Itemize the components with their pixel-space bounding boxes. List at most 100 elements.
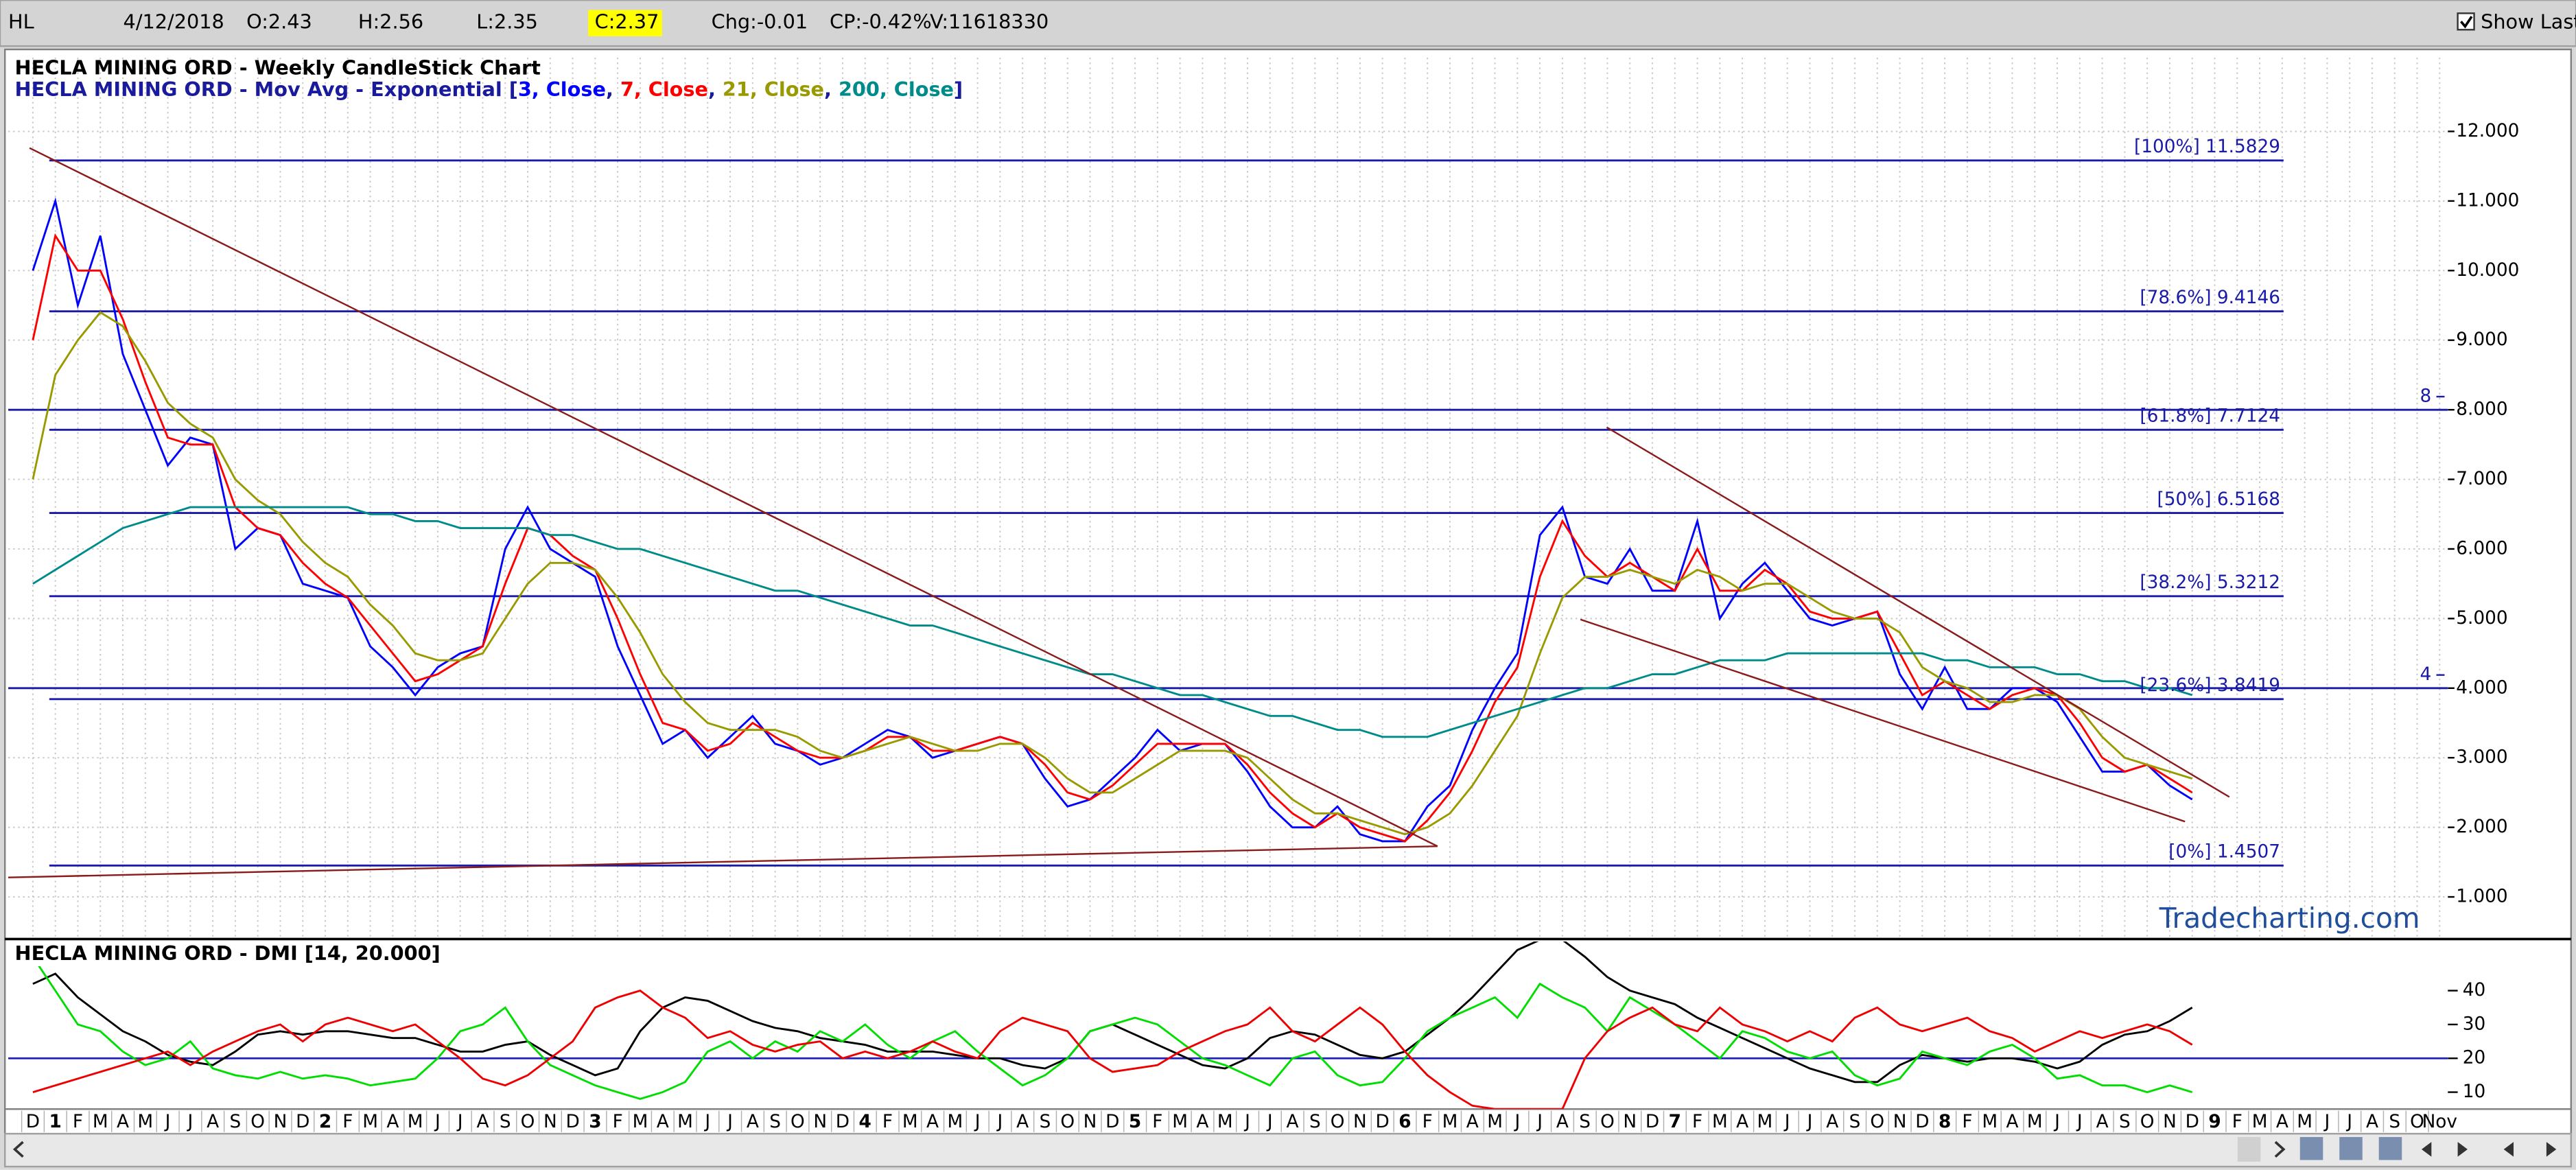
legend-entry: 200, Close (839, 78, 954, 101)
x-tick-label: N (1623, 1112, 1637, 1132)
x-tick-label: S (1849, 1112, 1861, 1132)
y-tick-label: 40 (2463, 980, 2486, 1001)
y-tick-label: 10 (2463, 1081, 2486, 1102)
x-tick-label: J (2323, 1112, 2330, 1132)
x-tick-label: M (2297, 1112, 2312, 1132)
date: 4/12/2018 (124, 10, 224, 34)
reference-label: 8 (2420, 386, 2432, 406)
x-tick-label: 6 (1398, 1112, 1411, 1132)
x-tick-label: A (926, 1112, 939, 1132)
y-tick-label: 6.000 (2456, 538, 2507, 559)
x-tick-label: A (657, 1112, 669, 1132)
tool-button[interactable] (2339, 1136, 2363, 1160)
x-tick-label: F (613, 1112, 623, 1132)
dmi-title: HECLA MINING ORD - DMI [14, 20.000] (15, 941, 441, 965)
x-tick-label: M (1442, 1112, 1458, 1132)
x-tick-label: A (2006, 1112, 2018, 1132)
scrollbar[interactable] (3, 1132, 2573, 1168)
symbol: HL (8, 10, 34, 34)
x-tick-label: D (1105, 1112, 1119, 1132)
x-tick-label: F (342, 1112, 353, 1132)
fib-label: [78.6%] 9.4146 (2140, 288, 2280, 308)
x-tick-label: D (565, 1112, 579, 1132)
scroll-right[interactable] (2274, 1140, 2286, 1158)
y-tick-label: 2.000 (2456, 817, 2507, 837)
x-tick-label: A (1736, 1112, 1748, 1132)
x-tick-label: M (1712, 1112, 1728, 1132)
x-tick-label: 8 (1939, 1112, 1951, 1132)
x-tick-label: M (2252, 1112, 2268, 1132)
y-tick-label: 1.000 (2456, 887, 2507, 907)
tool-button[interactable] (2378, 1136, 2402, 1160)
open: O:2.43 (246, 10, 312, 34)
x-tick-label: M (1172, 1112, 1188, 1132)
chart-subtitle: HECLA MINING ORD - Mov Avg - Exponential… (15, 78, 963, 101)
x-tick-label: A (1826, 1112, 1838, 1132)
scroll-left[interactable] (12, 1140, 24, 1158)
series-line (32, 956, 2193, 1100)
x-tick-label: A (747, 1112, 759, 1132)
x-tick-label: M (1757, 1112, 1773, 1132)
x-tick-label: J (703, 1112, 710, 1132)
series-line (32, 233, 2193, 843)
x-tick-label: S (769, 1112, 781, 1132)
x-tick-label: J (2345, 1112, 2352, 1132)
x-tick-label: M (408, 1112, 423, 1132)
x-tick-label: A (1556, 1112, 1569, 1132)
x-tick-label: J (1243, 1112, 1250, 1132)
legend-entry: 21, Close (723, 78, 824, 101)
legend-entry: 7, Close (620, 78, 708, 101)
tool-button[interactable] (2299, 1136, 2323, 1160)
x-tick-label: M (137, 1112, 153, 1132)
x-tick-label: A (117, 1112, 129, 1132)
fib-label: [100%] 11.5829 (2134, 137, 2280, 157)
scroll-thumb[interactable] (2237, 1136, 2261, 1162)
y-tick-label: 8.000 (2456, 399, 2507, 420)
trendlines (8, 147, 2230, 878)
fib-label: [50%] 6.5168 (2157, 489, 2280, 510)
x-tick-label: F (1692, 1112, 1702, 1132)
reference-label: 4 (2420, 664, 2432, 685)
x-tick-label: M (633, 1112, 648, 1132)
x-tick-label: D (1646, 1112, 1659, 1132)
y-tick-label: 4.000 (2456, 677, 2507, 698)
chart-title: HECLA MINING ORD - Weekly CandleStick Ch… (15, 56, 541, 80)
x-tick-label: A (1016, 1112, 1029, 1132)
x-tick-label: A (207, 1112, 219, 1132)
x-tick-label: A (1196, 1112, 1208, 1132)
x-tick-label: 4 (859, 1112, 871, 1132)
y-tick-label: 3.000 (2456, 747, 2507, 768)
y-tick-label: 20 (2463, 1048, 2486, 1068)
change-percent: CP:-0.42% (830, 10, 932, 34)
x-tick-label: J (1266, 1112, 1273, 1132)
x-tick-label: A (2096, 1112, 2109, 1132)
x-tick-label: O (521, 1112, 535, 1132)
fib-label: [23.6%] 3.8419 (2140, 675, 2280, 696)
x-tick-label: A (2276, 1112, 2288, 1132)
x-tick-label: D (1915, 1112, 1929, 1132)
checkmark (2460, 16, 2473, 29)
x-tick-label: A (2366, 1112, 2378, 1132)
x-tick-label: J (1783, 1112, 1790, 1132)
plot-layer: 1.000 2.000 3.000 4.000 5.000 6.000 7.000 8.000… (8, 56, 2519, 1132)
x-tick-label: M (93, 1112, 108, 1132)
close: C:2.37 (595, 10, 659, 34)
x-tick-label: D (836, 1112, 850, 1132)
x-tick-label: N (2163, 1112, 2177, 1132)
chart-area (3, 48, 2573, 1110)
price-plot (8, 57, 2448, 937)
x-tick-label: S (1579, 1112, 1591, 1132)
x-tick-label: O (250, 1112, 265, 1132)
x-tick-label: J (2076, 1112, 2083, 1132)
y-tick-label: 7.000 (2456, 469, 2507, 489)
x-tick-label: N (274, 1112, 288, 1132)
low: L:2.35 (476, 10, 538, 34)
series-line (32, 506, 2193, 738)
x-tick-label: J (1513, 1112, 1520, 1132)
x-tick-label: A (1287, 1112, 1299, 1132)
show-last-label[interactable]: Show Last (2481, 10, 2576, 34)
x-tick-label: J (726, 1112, 733, 1132)
x-tick-label: F (882, 1112, 893, 1132)
x-tick-label: 1 (49, 1112, 61, 1132)
